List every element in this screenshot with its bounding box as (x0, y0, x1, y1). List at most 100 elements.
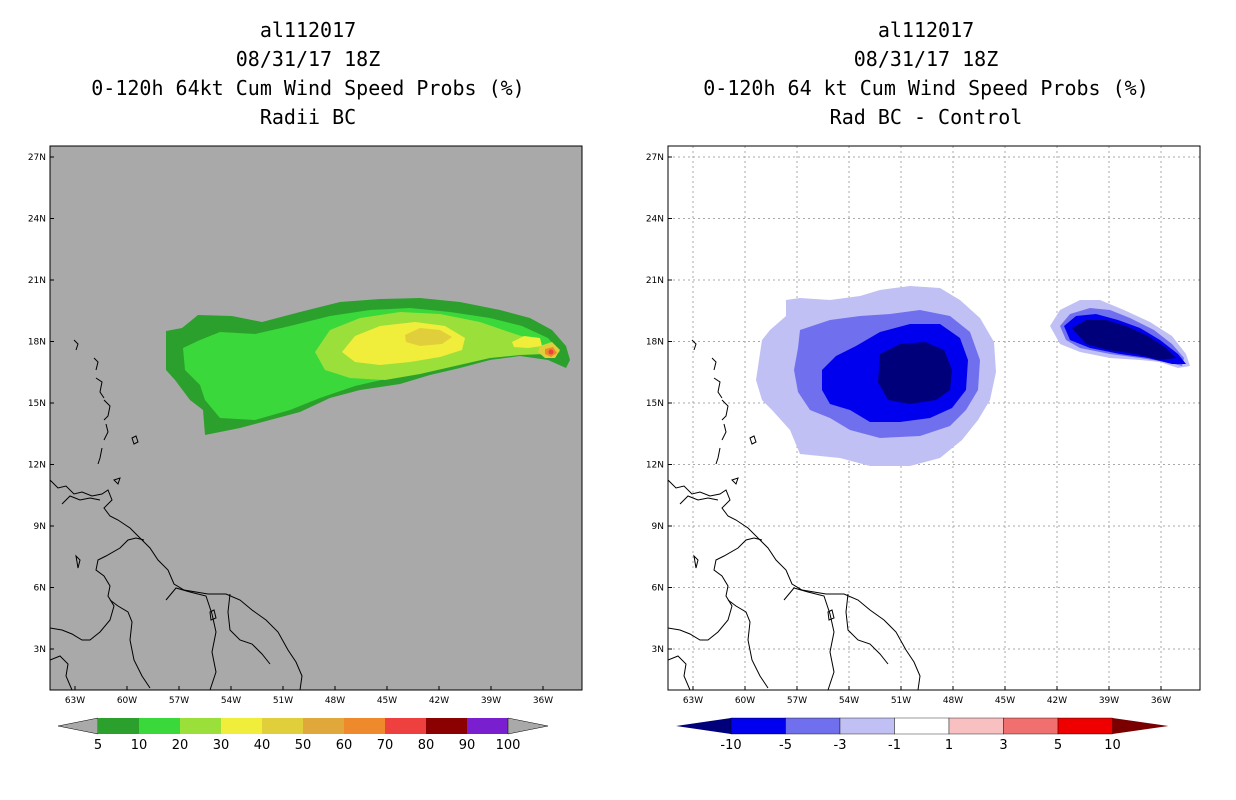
storm-id: al112017 (877, 18, 975, 42)
left-colorbar: 5 10 20 30 40 50 60 70 80 90 100 (57, 717, 549, 753)
lon-label: 48W (325, 696, 345, 706)
lat-label: 6N (652, 584, 664, 594)
left-probability-field (166, 298, 570, 435)
colorbar-swatch (262, 718, 303, 734)
colorbar-label: 10 (1104, 738, 1121, 753)
product-name: 0-120h 64 kt Cum Wind Speed Probs (%) (703, 76, 1149, 100)
colorbar-label: 50 (295, 738, 312, 753)
right-lon-labels: 63W 60W 57W 54W 51W 48W 45W 42W 39W 36W (683, 686, 1171, 706)
colorbar-label: -10 (720, 738, 741, 753)
prob-contour-40 (405, 328, 452, 346)
right-colorbar: -10 -5 -3 -1 1 3 5 10 (676, 717, 1169, 753)
lat-label: 15N (646, 399, 664, 409)
colorbar-label: -5 (779, 738, 792, 753)
panel-subtitle: Rad BC - Control (829, 105, 1023, 129)
colorbar-swatch (948, 717, 1004, 735)
lon-label: 36W (1151, 696, 1171, 706)
colorbar-swatch (467, 718, 508, 734)
colorbar-label: 1 (945, 738, 953, 753)
colorbar-swatch (730, 717, 786, 735)
colorbar-swatch (385, 718, 426, 734)
lon-label: 42W (429, 696, 449, 706)
prob-contour-70 (548, 349, 554, 355)
diff-east-minus10 (1072, 320, 1176, 360)
colorbar-left-arrow (57, 717, 99, 735)
lat-label: 12N (646, 461, 664, 471)
lat-label: 27N (28, 153, 46, 163)
left-lon-labels: 63W 60W 57W 54W 51W 48W 45W 42W 39W 36W (65, 686, 553, 706)
colorbar-swatch (139, 718, 180, 734)
lon-label: 57W (787, 696, 807, 706)
lat-label: 9N (652, 522, 664, 532)
lon-label: 51W (891, 696, 911, 706)
diff-contour-minus10 (878, 342, 952, 404)
colorbar-swatch (839, 717, 895, 735)
prob-contour-30-east (512, 336, 542, 348)
lon-label: 45W (377, 696, 397, 706)
colorbar-label: -1 (888, 738, 901, 753)
lon-label: 63W (65, 696, 85, 706)
colorbar-swatch (98, 718, 139, 734)
colorbar-label: 70 (377, 738, 394, 753)
right-lat-labels: 27N 24N 21N 18N 15N 12N 9N 6N 3N (646, 153, 672, 655)
storm-id: al112017 (259, 18, 357, 42)
colorbar-label: 20 (172, 738, 189, 753)
colorbar-swatch (426, 718, 467, 734)
lon-label: 60W (117, 696, 137, 706)
lon-label: 54W (839, 696, 859, 706)
colorbar-label: 80 (418, 738, 435, 753)
colorbar-swatch (1003, 717, 1059, 735)
colorbar-label: 40 (254, 738, 271, 753)
right-panel-title: al112017 08/31/17 18Z 0-120h 64 kt Cum W… (646, 16, 1206, 132)
lon-label: 60W (735, 696, 755, 706)
lon-label: 51W (273, 696, 293, 706)
lat-label: 18N (28, 338, 46, 348)
lat-label: 12N (28, 461, 46, 471)
colorbar-label: -3 (834, 738, 847, 753)
colorbar-swatch (894, 717, 950, 735)
colorbar-label: 10 (131, 738, 148, 753)
colorbar-swatch (1057, 717, 1113, 735)
colorbar-swatch (344, 718, 385, 734)
right-coastlines (668, 339, 921, 690)
lon-label: 39W (1099, 696, 1119, 706)
left-lat-labels: 27N 24N 21N 18N 15N 12N 9N 6N 3N (28, 153, 54, 655)
lat-label: 21N (646, 276, 664, 286)
colorbar-swatch (180, 718, 221, 734)
left-panel-title: al112017 08/31/17 18Z 0-120h 64kt Cum Wi… (28, 16, 588, 132)
lat-label: 27N (646, 153, 664, 163)
valid-time: 08/31/17 18Z (235, 47, 381, 71)
colorbar-right-arrow (507, 717, 549, 735)
lon-label: 36W (533, 696, 553, 706)
left-map-background (50, 146, 582, 690)
lat-label: 6N (34, 584, 46, 594)
lon-label: 45W (995, 696, 1015, 706)
lon-label: 54W (221, 696, 241, 706)
lon-label: 57W (169, 696, 189, 706)
lat-label: 24N (646, 215, 664, 225)
colorbar-label: 90 (459, 738, 476, 753)
lat-label: 21N (28, 276, 46, 286)
colorbar-label: 5 (94, 738, 102, 753)
lat-label: 24N (28, 215, 46, 225)
lon-label: 48W (943, 696, 963, 706)
colorbar-swatch (785, 717, 841, 735)
left-map: 27N 24N 21N 18N 15N 12N 9N 6N 3N 63W 60W 57W 54W 51W… (28, 145, 583, 706)
colorbar-right-arrow (1112, 718, 1169, 734)
right-map: 27N 24N 21N 18N 15N 12N 9N 6N 3N 63W 60W 57W 54W 51W… (646, 145, 1201, 706)
left-coastlines (50, 339, 303, 690)
product-name: 0-120h 64kt Cum Wind Speed Probs (%) (91, 76, 525, 100)
colorbar-left-arrow (676, 718, 731, 734)
colorbar-label: 60 (336, 738, 353, 753)
valid-time: 08/31/17 18Z (853, 47, 999, 71)
right-gridlines (668, 146, 1200, 690)
lon-label: 63W (683, 696, 703, 706)
lon-label: 42W (1047, 696, 1067, 706)
right-difference-field (756, 286, 1190, 466)
colorbar-label: 30 (213, 738, 230, 753)
panel-subtitle: Radii BC (259, 105, 357, 129)
lat-label: 15N (28, 399, 46, 409)
colorbar-swatch (221, 718, 262, 734)
left-map-frame (49, 145, 583, 691)
